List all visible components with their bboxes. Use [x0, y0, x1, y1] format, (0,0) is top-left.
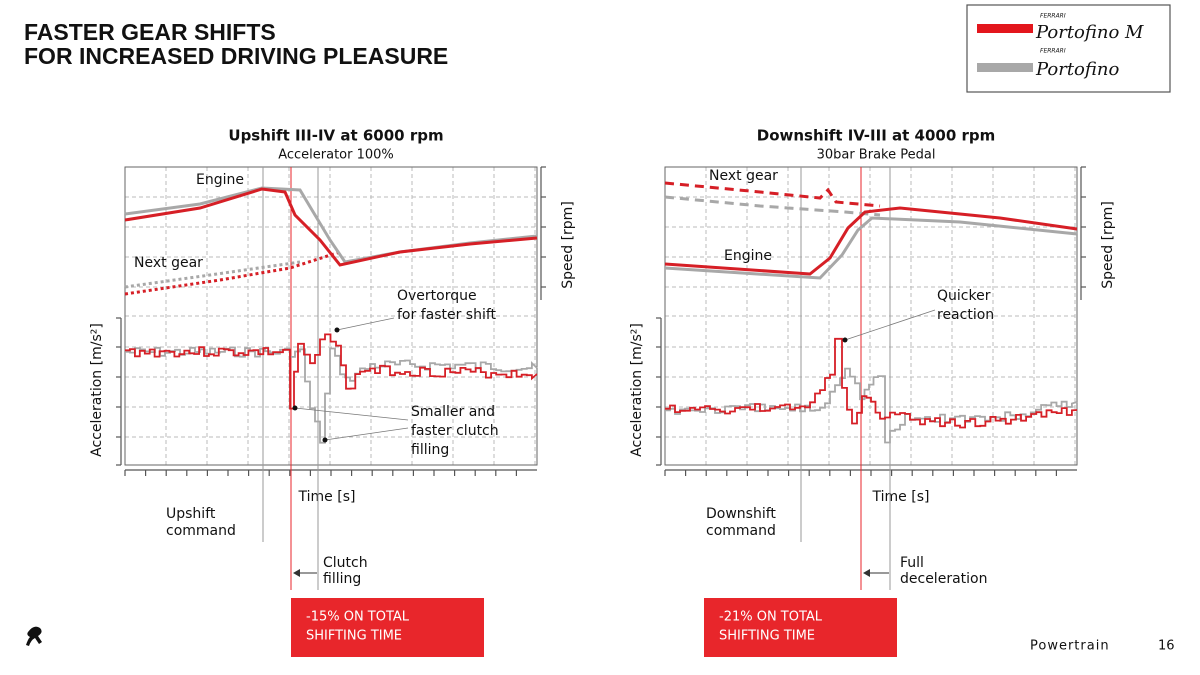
leader-dot — [322, 437, 328, 443]
panel: Downshift IV-III at 4000 rpm 30bar Brake … — [629, 127, 1116, 657]
panel-subtitle: Accelerator 100% — [278, 148, 394, 163]
engine-new — [124, 187, 538, 267]
annotation: reaction — [937, 307, 994, 323]
leader-dot — [842, 337, 848, 343]
result-text: SHIFTING TIME — [306, 629, 402, 644]
legend-name: Portofino M — [1035, 22, 1144, 43]
panel-title: Upshift III-IV at 6000 rpm — [228, 127, 443, 145]
x-label: Time [s] — [298, 489, 356, 505]
legend-name: Portofino — [1035, 59, 1119, 80]
plot-frame — [664, 166, 1078, 466]
delay-label: Full — [900, 555, 924, 571]
engine-old — [124, 186, 538, 264]
command-label: Downshift — [706, 506, 776, 522]
y-label-left: Acceleration [m/s²] — [629, 323, 645, 457]
legend-frame — [966, 4, 1171, 93]
leader — [294, 407, 409, 421]
leader-dot — [292, 405, 298, 411]
plot-frame — [124, 166, 538, 466]
curve-label: Engine — [196, 172, 244, 188]
result-text: SHIFTING TIME — [719, 629, 815, 644]
result-text: -15% ON TOTAL — [306, 610, 410, 625]
next-gear-old — [664, 195, 881, 217]
accel-new — [665, 337, 1078, 429]
annotation: faster clutch — [411, 423, 499, 439]
panel: Upshift III-IV at 6000 rpm Accelerator 10… — [89, 127, 576, 657]
annotation: Overtorque — [397, 288, 477, 304]
result-box — [291, 598, 484, 657]
curve-label: Engine — [724, 248, 772, 264]
next-gear-old — [124, 260, 301, 289]
annotation: Quicker — [937, 288, 991, 304]
leader — [336, 317, 395, 331]
legend-swatch — [977, 63, 1033, 72]
y-label-left: Acceleration [m/s²] — [89, 323, 105, 457]
title-line: FOR INCREASED DRIVING PLEASURE — [24, 43, 448, 69]
legend-brand: FERRARI — [1040, 48, 1066, 55]
command-label: Upshift — [166, 506, 216, 522]
curve-label: Next gear — [709, 168, 778, 184]
y-label-right: Speed [rpm] — [560, 201, 576, 289]
next-gear-new — [124, 250, 341, 296]
title-line: FASTER GEAR SHIFTS — [24, 19, 276, 45]
legend-box: FERRARI Portofino M FERRARI Portofino — [966, 4, 1171, 93]
engine-old — [664, 216, 1078, 280]
accel-old — [665, 367, 1078, 444]
curve-label: Next gear — [134, 255, 203, 271]
accel-new — [125, 333, 538, 410]
command-label: command — [166, 523, 236, 539]
leader-dot — [334, 327, 340, 333]
delay-label: Clutch — [323, 555, 368, 571]
annotation: filling — [411, 442, 449, 458]
accel-old — [125, 346, 538, 444]
command-label: command — [706, 523, 776, 539]
delay-label: filling — [323, 571, 361, 587]
panel-title: Downshift IV-III at 4000 rpm — [757, 127, 996, 145]
ferrari-horse — [26, 626, 42, 646]
result-text: -21% ON TOTAL — [719, 610, 823, 625]
panel-subtitle: 30bar Brake Pedal — [817, 148, 936, 163]
leader — [844, 309, 936, 341]
annotation: for faster shift — [397, 307, 497, 323]
next-gear-new — [664, 181, 881, 208]
legend-brand: FERRARI — [1040, 13, 1066, 20]
legend-swatch — [977, 24, 1033, 33]
x-label: Time [s] — [872, 489, 930, 505]
leader — [324, 427, 409, 441]
arrow-head — [863, 569, 870, 577]
footer-section: Powertrain — [1030, 639, 1110, 654]
result-box — [704, 598, 897, 657]
delay-label: deceleration — [900, 571, 987, 587]
footer-page: 16 — [1158, 639, 1175, 654]
y-label-right: Speed [rpm] — [1100, 201, 1116, 289]
engine-new — [664, 206, 1078, 276]
arrow-head — [293, 569, 300, 577]
annotation: Smaller and — [411, 404, 495, 420]
